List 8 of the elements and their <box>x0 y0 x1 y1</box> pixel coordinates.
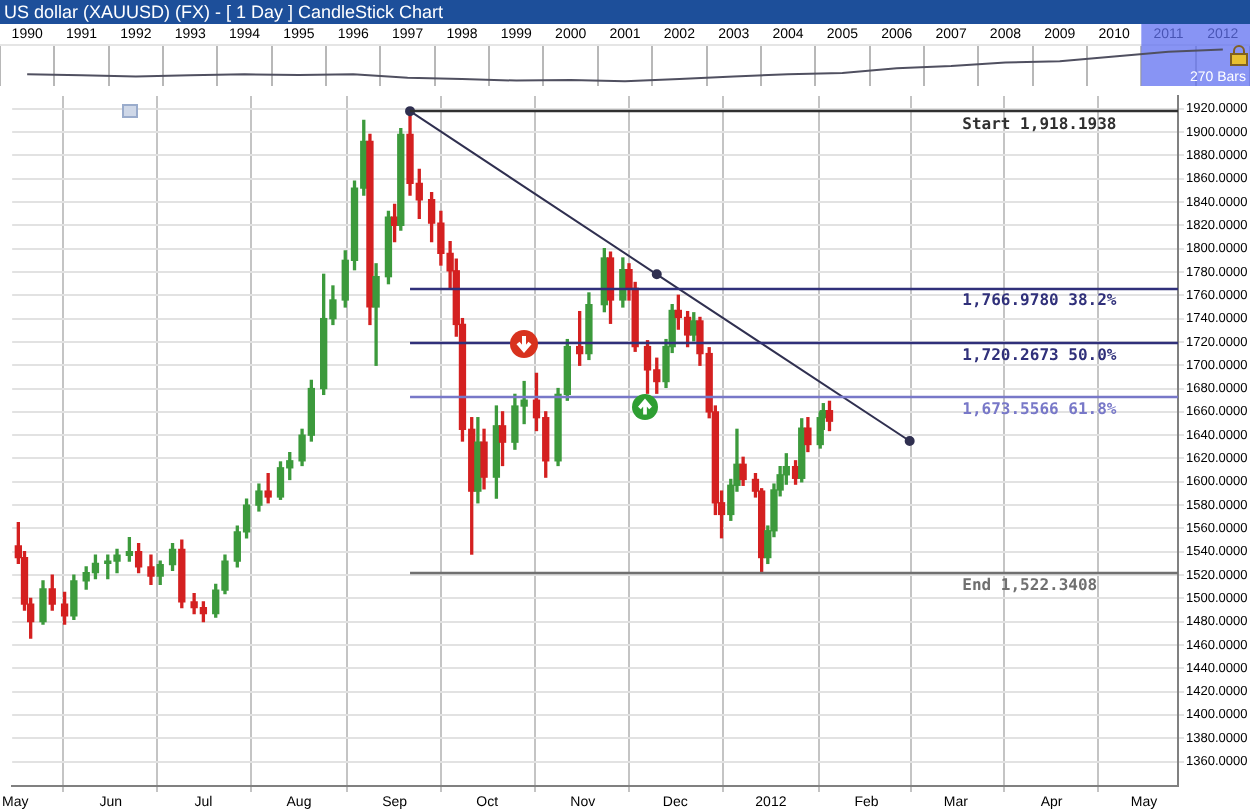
ref-line-label: Start 1,918.1938 <box>962 115 1117 134</box>
point <box>651 269 662 280</box>
ref-line-label: 1,673.5566 61.8% <box>962 400 1117 419</box>
ref-line-label: End 1,522.3408 <box>962 576 1098 595</box>
ref-line-label: 1,766.9780 38.2% <box>962 291 1117 310</box>
ref-line-label: 1,720.2673 50.0% <box>962 345 1117 364</box>
point <box>904 436 915 446</box>
chart-title: US dollar (XAUUSD) (FX) - [ 1 Day ] CandleStick Chart <box>0 0 1250 24</box>
